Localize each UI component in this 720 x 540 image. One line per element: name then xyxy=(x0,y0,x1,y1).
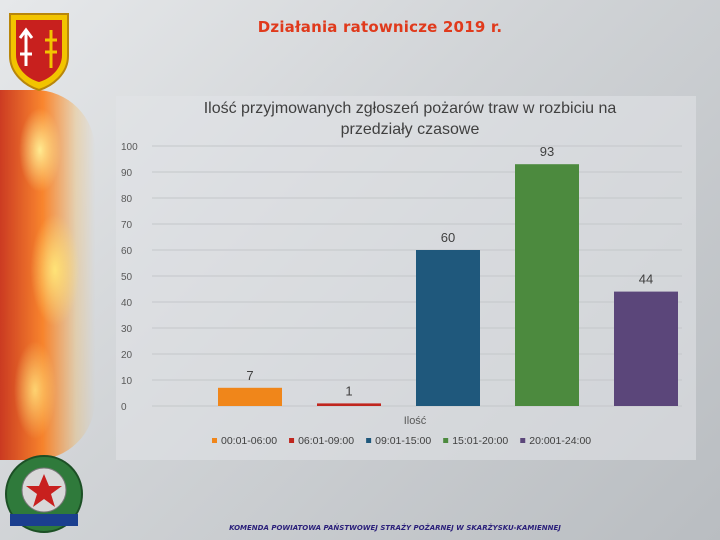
chart-title: Ilość przyjmowanych zgłoszeń pożarów tra… xyxy=(203,100,617,138)
coat-of-arms-logo xyxy=(9,13,69,92)
slide-title: Działania ratownicze 2019 r. xyxy=(257,18,503,36)
flame-decoration xyxy=(0,90,95,460)
footer-organization: KOMENDA POWIATOWA PAŃSTWOWEJ STRAŻY POŻA… xyxy=(229,524,561,532)
fire-service-badge-logo xyxy=(5,455,83,533)
chart-area xyxy=(116,96,696,460)
